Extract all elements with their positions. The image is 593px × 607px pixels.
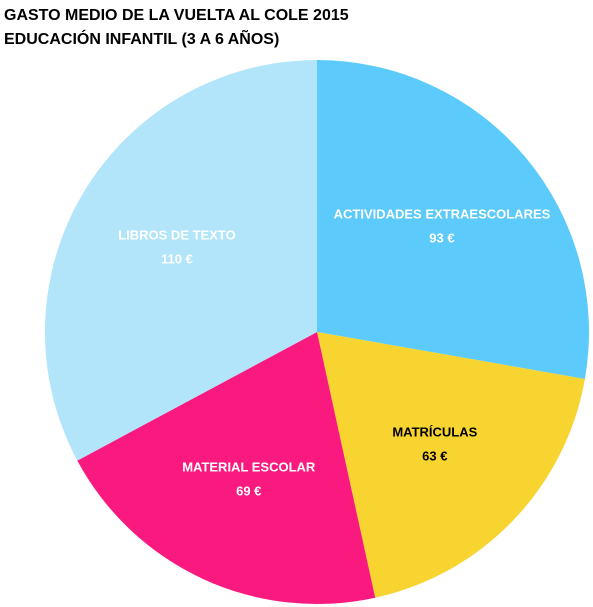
slice-label: MATERIAL ESCOLAR <box>182 460 316 475</box>
pie-slice <box>45 60 318 461</box>
slice-label: LIBROS DE TEXTO <box>118 228 236 243</box>
slice-label: ACTIVIDADES EXTRAESCOLARES <box>334 206 551 221</box>
value-label: 93 € <box>429 230 454 245</box>
value-label: 63 € <box>422 448 447 463</box>
pie-slice <box>317 60 589 379</box>
chart-subtitle: EDUCACIÓN INFANTIL (3 A 6 AÑOS) <box>4 28 279 48</box>
pie-slice <box>77 332 376 604</box>
value-label: 110 € <box>161 252 193 267</box>
chart-title: GASTO MEDIO DE LA VUELTA AL COLE 2015 <box>4 7 349 24</box>
value-label: 69 € <box>236 484 261 499</box>
pie-slice <box>317 332 585 598</box>
slice-label: MATRÍCULAS <box>392 424 477 439</box>
